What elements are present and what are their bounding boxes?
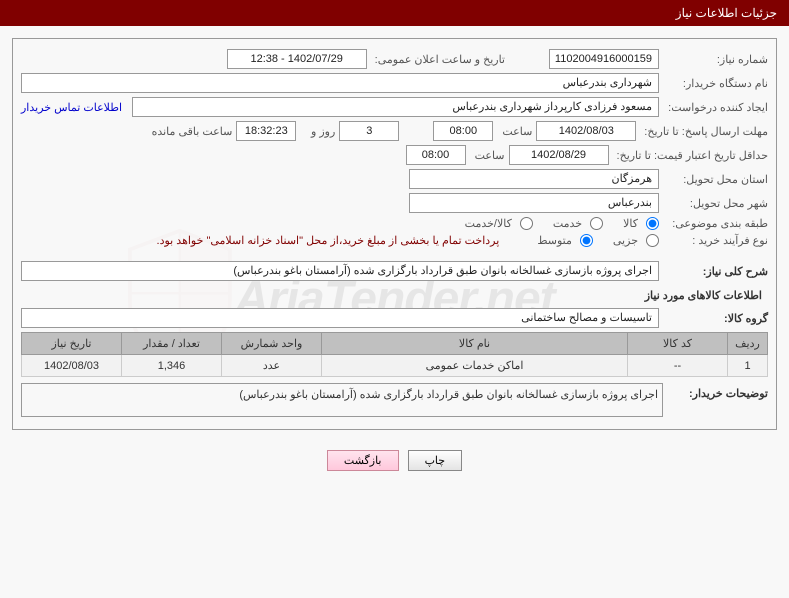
category-radio-group: کالا خدمت کالا/خدمت	[451, 217, 659, 230]
radio-label-goods-service: کالا/خدمت	[465, 217, 512, 230]
label-requester: ایجاد کننده درخواست:	[663, 101, 768, 114]
link-buyer-contact[interactable]: اطلاعات تماس خریدار	[21, 101, 122, 114]
th-name: نام کالا	[322, 333, 628, 355]
label-validity-deadline: حداقل تاریخ اعتبار قیمت: تا تاریخ:	[613, 149, 768, 162]
td-qty: 1,346	[122, 355, 222, 377]
td-code: --	[628, 355, 728, 377]
td-name: اماکن خدمات عمومی	[322, 355, 628, 377]
print-button[interactable]: چاپ	[408, 450, 463, 471]
radio-label-minor: جزیی	[613, 234, 638, 247]
radio-goods[interactable]	[646, 217, 659, 230]
radio-medium[interactable]	[580, 234, 593, 247]
radio-label-medium: متوسط	[537, 234, 572, 247]
field-requester: مسعود فرزادی کارپرداز شهرداری بندرعباس	[132, 97, 659, 117]
field-province: هرمزگان	[409, 169, 659, 189]
label-process-type: نوع فرآیند خرید :	[663, 234, 768, 247]
panel-header: جزئیات اطلاعات نیاز	[0, 0, 789, 26]
label-need-number: شماره نیاز:	[663, 53, 768, 66]
label-buyer-org: نام دستگاه خریدار:	[663, 77, 768, 90]
label-goods-group: گروه کالا:	[663, 312, 768, 325]
radio-label-goods: کالا	[623, 217, 638, 230]
td-unit: عدد	[222, 355, 322, 377]
th-qty: تعداد / مقدار	[122, 333, 222, 355]
th-row: ردیف	[728, 333, 768, 355]
header-title: جزئیات اطلاعات نیاز	[676, 6, 777, 20]
label-category: طبقه بندی موضوعی:	[663, 217, 768, 230]
label-province: استان محل تحویل:	[663, 173, 768, 186]
process-radio-group: جزیی متوسط	[523, 234, 659, 247]
main-panel: شماره نیاز: 1102004916000159 تاریخ و ساع…	[12, 38, 777, 430]
label-days-and: روز و	[300, 125, 335, 138]
payment-note: پرداخت تمام یا بخشی از مبلغ خرید،از محل …	[157, 234, 500, 247]
label-response-deadline: مهلت ارسال پاسخ: تا تاریخ:	[640, 125, 768, 138]
th-code: کد کالا	[628, 333, 728, 355]
field-buyer-org: شهرداری بندرعباس	[21, 73, 659, 93]
th-unit: واحد شمارش	[222, 333, 322, 355]
radio-service[interactable]	[590, 217, 603, 230]
section-goods-info: اطلاعات کالاهای مورد نیاز	[27, 289, 762, 302]
field-days-remaining: 3	[339, 121, 399, 141]
back-button[interactable]: بازگشت	[327, 450, 399, 471]
label-remaining: ساعت باقی مانده	[148, 125, 233, 138]
footer: چاپ بازگشت	[0, 442, 789, 479]
field-time-remaining: 18:32:23	[236, 121, 296, 141]
radio-goods-service[interactable]	[520, 217, 533, 230]
label-hour-1: ساعت	[497, 125, 532, 138]
radio-minor[interactable]	[646, 234, 659, 247]
label-city: شهر محل تحویل:	[663, 197, 768, 210]
field-announce-date: 1402/07/29 - 12:38	[227, 49, 367, 69]
radio-label-service: خدمت	[553, 217, 582, 230]
field-city: بندرعباس	[409, 193, 659, 213]
field-validity-date: 1402/08/29	[509, 145, 609, 165]
label-buyer-notes: توضیحات خریدار:	[663, 383, 768, 400]
field-need-number: 1102004916000159	[549, 49, 659, 69]
field-buyer-notes: اجرای پروژه بازسازی غسالخانه بانوان طبق …	[21, 383, 663, 417]
label-announce-date: تاریخ و ساعت اعلان عمومی:	[371, 53, 505, 66]
field-goods-group: تاسیسات و مصالح ساختمانی	[21, 308, 659, 328]
field-response-time: 08:00	[433, 121, 493, 141]
goods-table: ردیف کد کالا نام کالا واحد شمارش تعداد /…	[21, 332, 768, 377]
table-row: 1 -- اماکن خدمات عمومی عدد 1,346 1402/08…	[22, 355, 768, 377]
th-date: تاریخ نیاز	[22, 333, 122, 355]
field-general-desc: اجرای پروژه بازسازی غسالخانه بانوان طبق …	[21, 261, 659, 281]
td-row: 1	[728, 355, 768, 377]
td-date: 1402/08/03	[22, 355, 122, 377]
label-general-desc: شرح کلی نیاز:	[663, 265, 768, 278]
field-response-date: 1402/08/03	[536, 121, 636, 141]
label-hour-2: ساعت	[470, 149, 505, 162]
field-validity-time: 08:00	[406, 145, 466, 165]
